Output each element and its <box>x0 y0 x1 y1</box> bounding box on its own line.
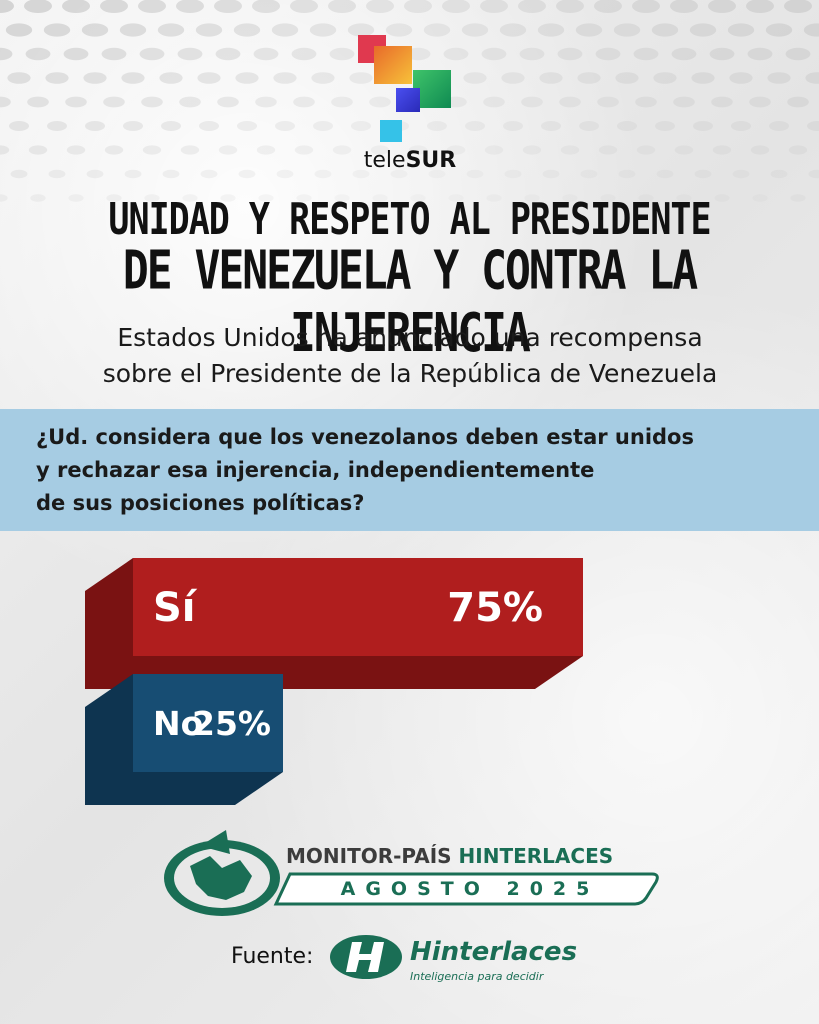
telesur-squares-logo <box>340 30 480 180</box>
subtitle-line-1: Estados Unidos ha anunciado una recompen… <box>117 323 703 352</box>
question-line-1: ¿Ud. considera que los venezolanos deben… <box>36 425 694 449</box>
question-line-2: y rechazar esa injerencia, independiente… <box>36 458 595 482</box>
source-label: Fuente: <box>231 944 314 969</box>
question-band <box>0 409 819 531</box>
bar-no <box>85 674 283 805</box>
telesur-wordmark: teleSUR <box>363 148 457 173</box>
subtitle: Estados Unidos ha anunciado una recompen… <box>30 320 790 392</box>
bar-value-label: 75% <box>447 585 543 631</box>
bar-category-label: No <box>153 704 203 743</box>
bar-category-label: Sí <box>153 585 198 631</box>
monitor-pais-title: MONITOR-PAÍS HINTERLACES <box>286 844 614 868</box>
survey-question: ¿Ud. considera que los venezolanos deben… <box>36 421 806 520</box>
headline-line-1: UNIDAD Y RESPETO AL PRESIDENTE <box>108 195 711 245</box>
venezuela-map-emblem <box>164 830 659 916</box>
hinterlaces-name: Hinterlaces <box>410 937 578 967</box>
question-line-3: de sus posiciones políticas? <box>36 491 365 515</box>
dot-pattern-background <box>0 0 819 202</box>
survey-period: AGOSTO 2025 <box>340 878 600 900</box>
hinterlaces-h-logo <box>330 935 402 979</box>
bar-value-label: 25% <box>192 704 271 743</box>
hinterlaces-tagline: Inteligencia para decidir <box>410 970 544 983</box>
subtitle-line-2: sobre el Presidente de la República de V… <box>102 359 718 388</box>
headline-line-2: DE VENEZUELA Y CONTRA LA INJERENCIA <box>122 239 698 365</box>
bar-si <box>85 558 583 689</box>
